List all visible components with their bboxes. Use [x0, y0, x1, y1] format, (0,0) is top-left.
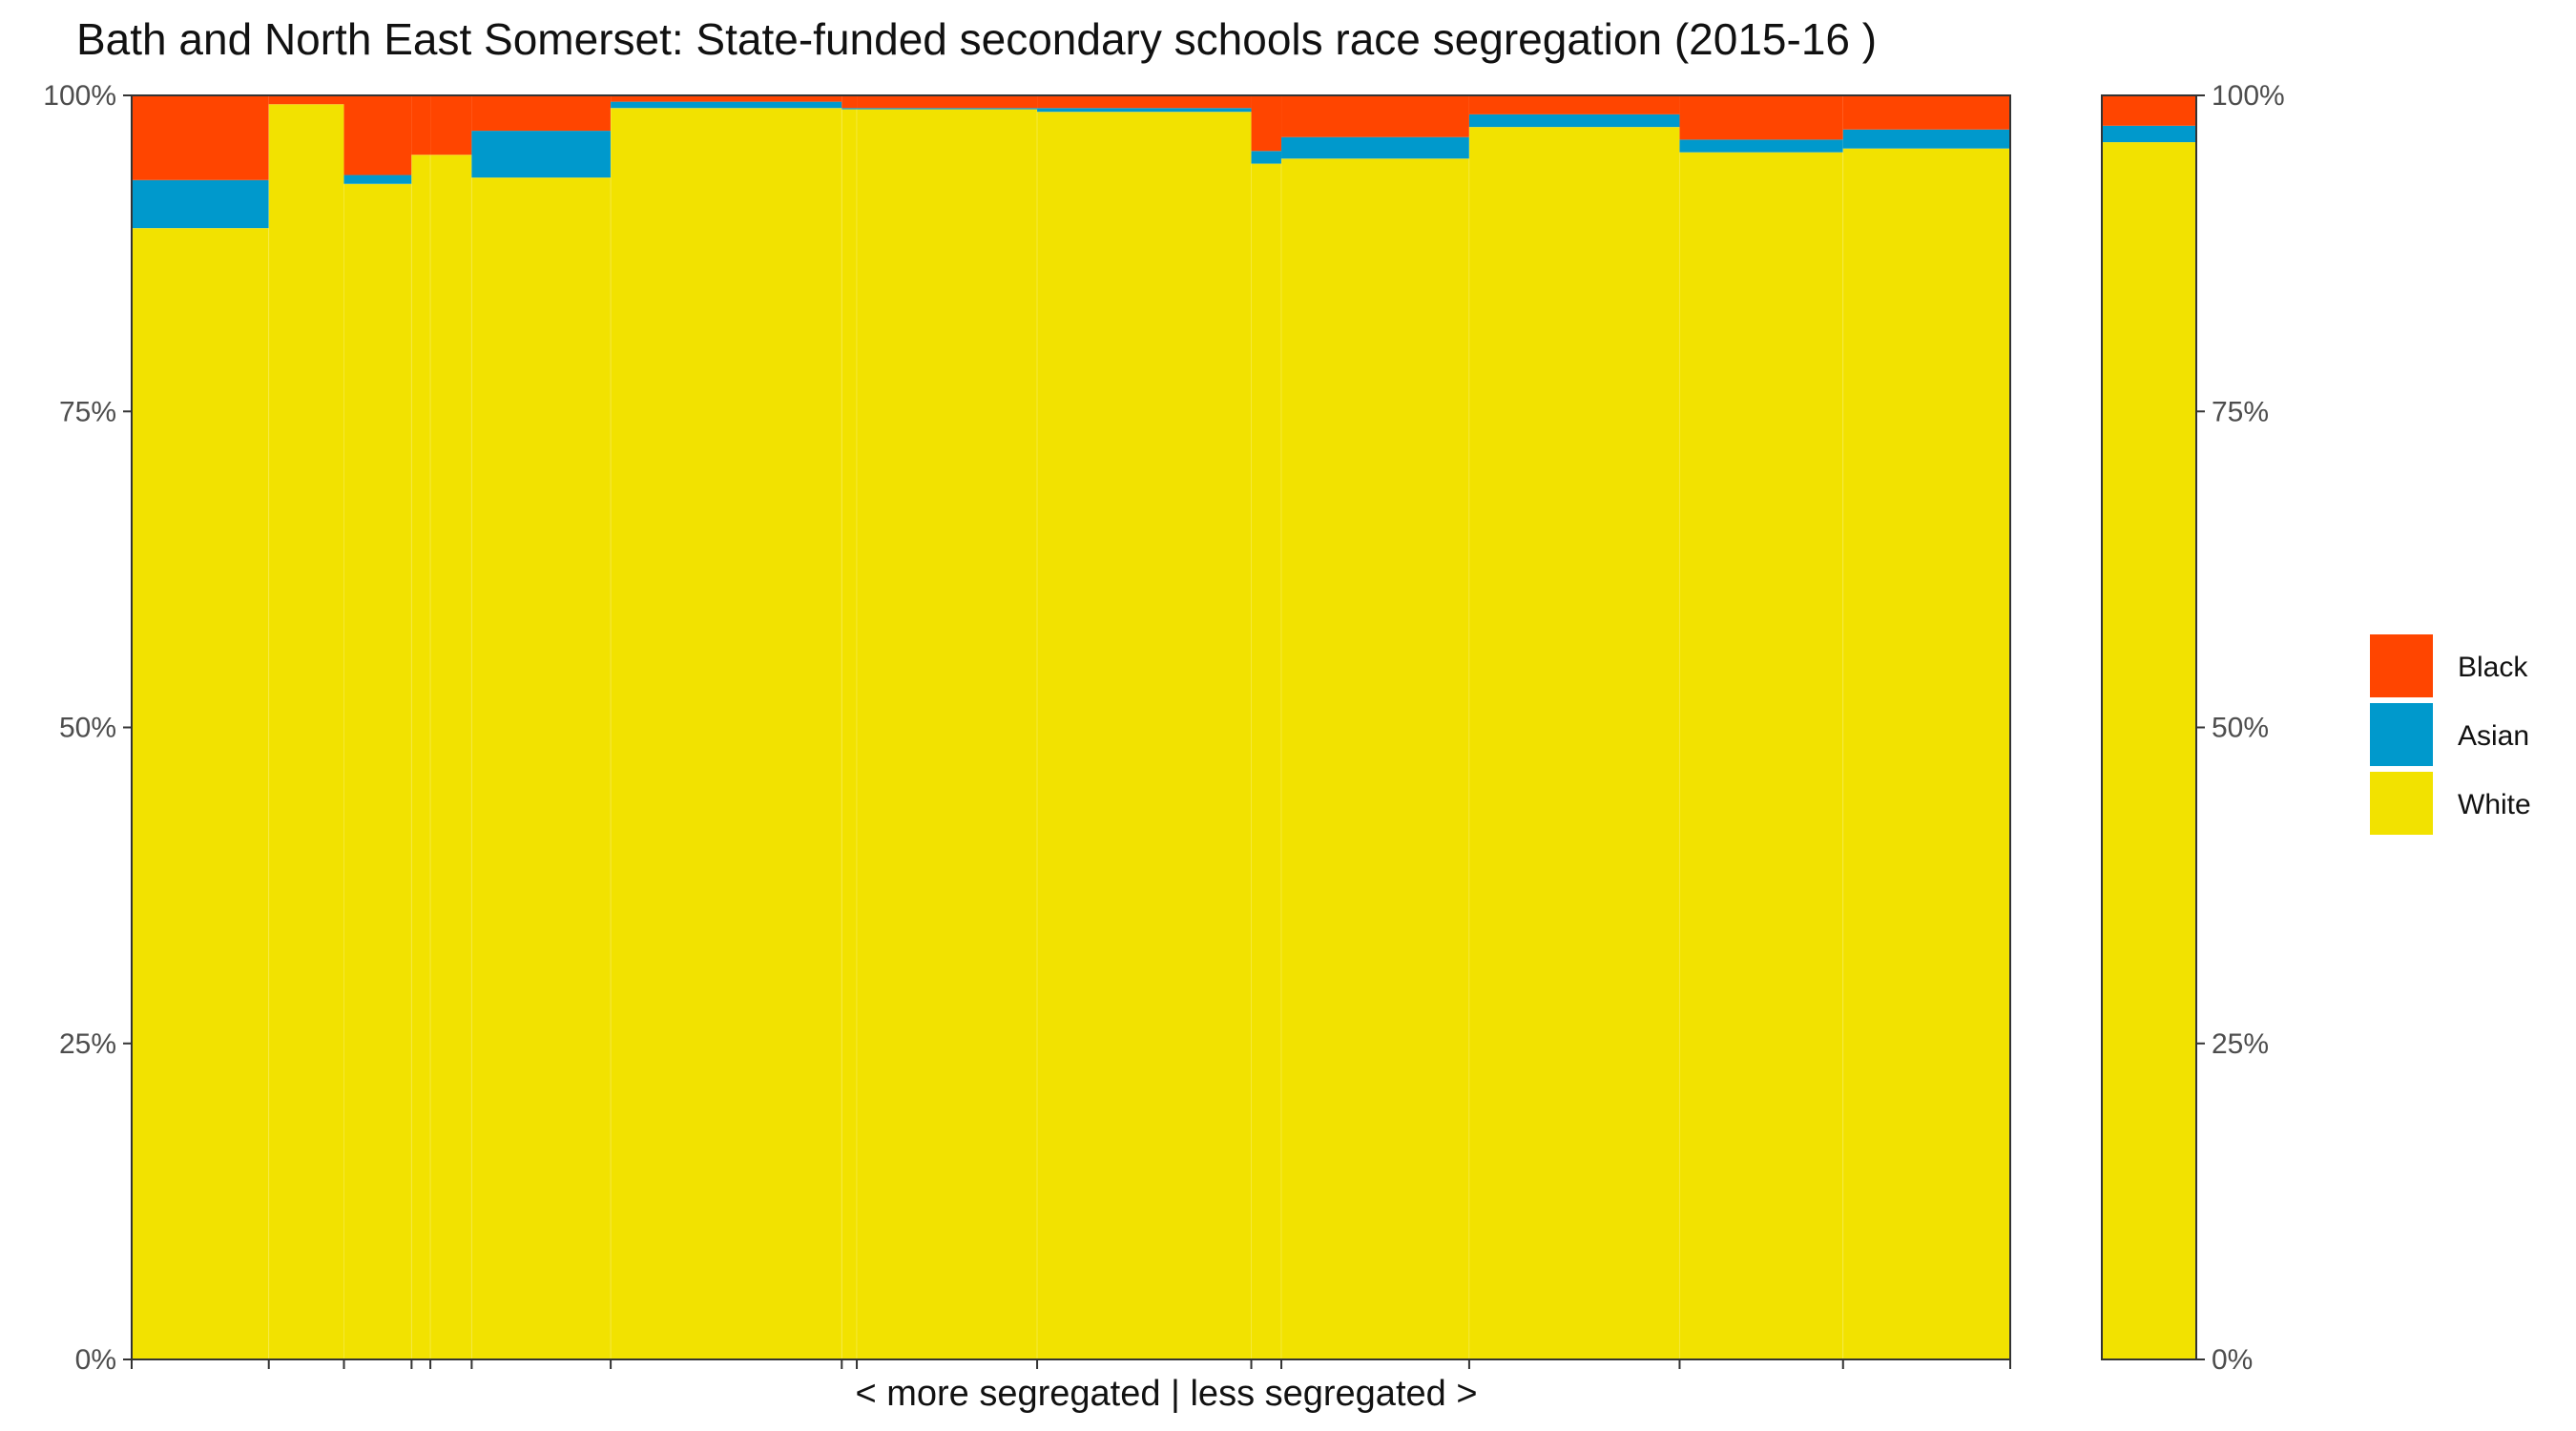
legend-label-asian: Asian [2458, 720, 2529, 752]
bar-7-white [610, 107, 842, 1360]
y-tick-label-right: 75% [2212, 396, 2269, 427]
chart-title: Bath and North East Somerset: State-fund… [76, 14, 1878, 64]
y-tick-label-right: 0% [2212, 1344, 2253, 1376]
bar-13-black [1468, 95, 1680, 114]
bar-6-white [470, 176, 612, 1360]
legend-label-black: Black [2458, 652, 2528, 683]
bar-3-black [343, 95, 412, 176]
bar-13-white [1468, 126, 1680, 1360]
y-tick-label-right: 50% [2212, 713, 2269, 744]
y-tick-label-left: 25% [59, 1028, 116, 1060]
y-tick-label-left: 50% [59, 713, 116, 744]
bar-11-asian [1251, 151, 1282, 164]
bar-2-black [268, 95, 344, 105]
bar-14-white [1678, 152, 1844, 1360]
bar-9-white [856, 109, 1038, 1360]
bar-8-black [841, 95, 858, 109]
legend-swatch-asian [2370, 703, 2433, 766]
legend: Black Asian White [2370, 634, 2531, 835]
bar-5-white [429, 154, 472, 1360]
axes-layer: 0% 0% 25% 25% 50% 50% 75% 75% 100% 100% < more seg… [43, 80, 2284, 1414]
bar-6-black [471, 95, 612, 132]
bar-7-asian [611, 101, 842, 109]
summary-bar-asian [2102, 125, 2196, 143]
x-axis-label: < more segregated | less segregated > [855, 1374, 1477, 1414]
bar-15-asian [1842, 129, 2010, 149]
bar-9-asian [857, 108, 1038, 110]
legend-label-white: White [2458, 789, 2531, 820]
legend-swatch-white [2370, 772, 2433, 835]
summary-bar-black [2102, 95, 2196, 126]
bar-15-white [1842, 148, 2011, 1360]
y-tick-label-right: 100% [2212, 80, 2285, 112]
bar-6-asian [471, 131, 612, 178]
bar-8-white [841, 109, 858, 1360]
bar-5-black [430, 95, 472, 156]
bar-9-black [857, 95, 1038, 109]
bar-1-white [131, 227, 270, 1360]
y-tick-label-left: 75% [59, 396, 116, 427]
bar-13-asian [1468, 114, 1680, 128]
bar-7-black [611, 95, 842, 102]
bar-14-black [1679, 95, 1843, 140]
y-tick-label-left: 100% [43, 80, 116, 112]
bars-layer [131, 95, 2197, 1360]
bar-4-black [411, 95, 431, 156]
bar-3-asian [343, 175, 412, 184]
bar-3-white [343, 183, 412, 1360]
bar-15-black [1842, 95, 2010, 130]
summary-bar-white [2101, 141, 2197, 1360]
bar-10-asian [1037, 108, 1252, 113]
legend-swatch-black [2370, 634, 2433, 697]
bar-2-white [268, 103, 344, 1360]
bar-12-white [1280, 157, 1470, 1360]
bar-12-asian [1281, 136, 1469, 159]
bar-11-black [1251, 95, 1282, 152]
bar-14-asian [1679, 139, 1843, 153]
bar-1-asian [132, 179, 269, 229]
bar-11-white [1251, 163, 1282, 1360]
bar-8-asian [841, 108, 858, 110]
bar-12-black [1281, 95, 1469, 137]
y-tick-label-left: 0% [75, 1344, 116, 1376]
bar-4-white [410, 154, 431, 1360]
y-tick-label-right: 25% [2212, 1028, 2269, 1060]
bar-10-white [1036, 111, 1253, 1360]
bar-1-black [132, 95, 269, 180]
bar-10-black [1037, 95, 1252, 109]
